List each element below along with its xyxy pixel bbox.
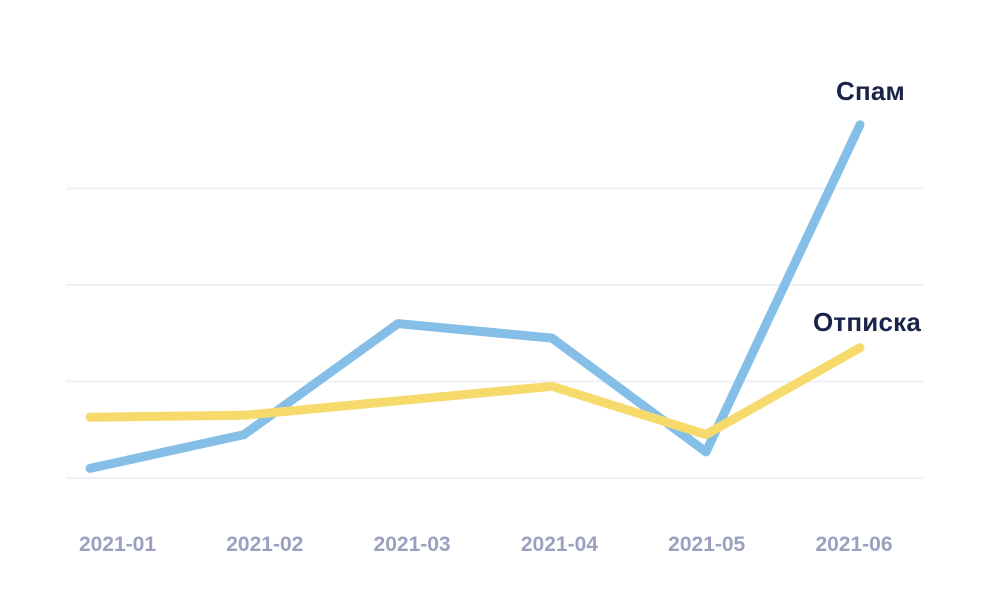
unsubscribe-line [85,343,865,440]
x-tick-label: 2021-02 [226,533,303,556]
x-tick-label: 2021-01 [79,533,156,556]
spam-line [85,120,865,473]
spam-series-label: Спам [836,76,905,106]
x-tick-label: 2021-06 [815,533,892,556]
x-tick-label: 2021-05 [668,533,745,556]
gridlines-group [66,187,923,479]
x-tick-label: 2021-04 [521,533,598,556]
x-axis-tick-labels-group: 2021-01 2021-02 2021-03 2021-04 2021-05 2021-… [79,533,893,556]
series-lines-group [85,120,865,473]
unsubscribe-series-label: Отписка [813,307,921,337]
x-tick-label: 2021-03 [374,533,451,556]
